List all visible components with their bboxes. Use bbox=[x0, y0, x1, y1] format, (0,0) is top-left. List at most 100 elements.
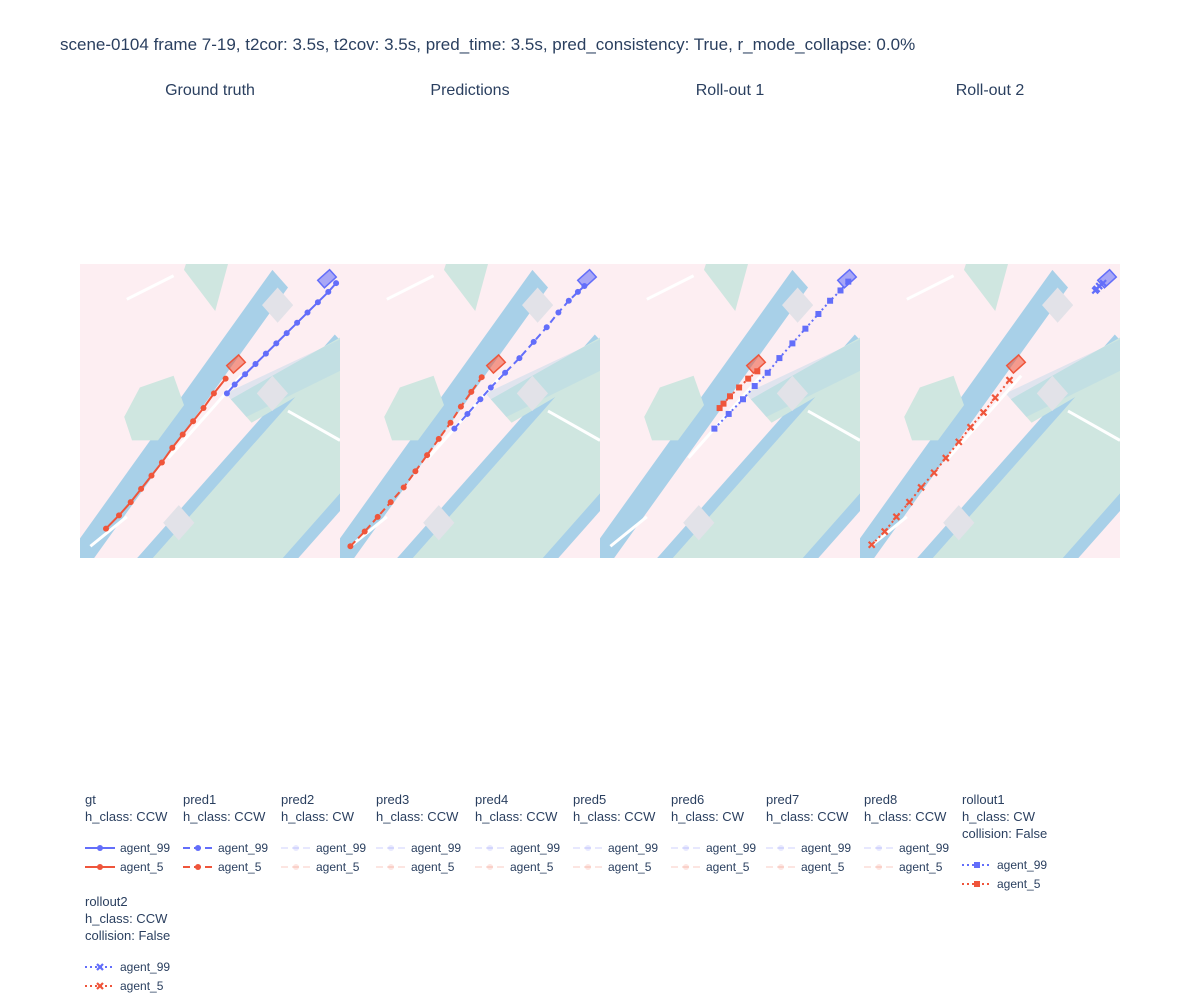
trajectory-point bbox=[283, 330, 290, 337]
series-agent-99 bbox=[223, 280, 340, 397]
trajectory-point bbox=[502, 369, 509, 376]
trajectory-point bbox=[179, 431, 186, 438]
legend-group-rollout2[interactable]: rollout2 h_class: CCW collision: False agen… bbox=[85, 894, 170, 993]
trajectory-point bbox=[991, 393, 999, 402]
legend-item-agent-5[interactable]: agent_5 bbox=[85, 860, 164, 874]
trajectory-point bbox=[252, 360, 259, 367]
legend-item-agent-5[interactable]: agent_5 bbox=[671, 860, 750, 874]
legend-item-agent-5[interactable]: agent_5 bbox=[573, 860, 652, 874]
legend-group-title: pred2 bbox=[281, 792, 314, 807]
trajectory-point bbox=[942, 454, 950, 462]
trajectory-point bbox=[127, 499, 134, 506]
figure-title: scene-0104 frame 7-19, t2cor: 3.5s, t2co… bbox=[60, 35, 915, 54]
trajectory-point bbox=[727, 393, 733, 400]
legend-group-pred6[interactable]: pred6 h_class: CW agent_99 agent_5 bbox=[671, 792, 756, 874]
legend-item-agent-99[interactable]: agent_99 bbox=[85, 960, 170, 974]
legend-item-label: agent_99 bbox=[997, 858, 1047, 872]
legend-group-pred5[interactable]: pred5 h_class: CCW agent_99 agent_5 bbox=[573, 792, 658, 874]
trajectory-point bbox=[751, 383, 758, 390]
legend-group-pred7[interactable]: pred7 h_class: CCW agent_99 agent_5 bbox=[766, 792, 851, 874]
legend-group-pred3[interactable]: pred3 h_class: CCW agent_99 agent_5 bbox=[376, 792, 461, 874]
panel-title: Roll-out 2 bbox=[956, 82, 1025, 99]
legend-item-agent-99[interactable]: agent_99 bbox=[475, 841, 560, 855]
legend-item-label: agent_99 bbox=[316, 841, 366, 855]
legend-item-agent-99[interactable]: agent_99 bbox=[766, 841, 851, 855]
legend-item-agent-99[interactable]: agent_99 bbox=[376, 841, 461, 855]
trajectory-point bbox=[325, 288, 332, 295]
legend-marker-swatch bbox=[195, 864, 201, 870]
legend-marker-swatch bbox=[97, 864, 103, 870]
legend-group-title: gt bbox=[85, 792, 96, 807]
legend-group-pred4[interactable]: pred4 h_class: CCW agent_99 agent_5 bbox=[475, 792, 560, 874]
legend-item-agent-5[interactable]: agent_5 bbox=[85, 979, 164, 993]
trajectory-point bbox=[361, 528, 368, 535]
legend-item-agent-5[interactable]: agent_5 bbox=[962, 877, 1041, 891]
legend-group-subtitle: collision: False bbox=[85, 928, 170, 943]
trajectory-point bbox=[892, 513, 901, 521]
legend-group-subtitle: h_class: CCW bbox=[475, 809, 558, 824]
trajectory-point bbox=[955, 438, 963, 446]
legend-item-agent-5[interactable]: agent_5 bbox=[183, 860, 262, 874]
legend-group-gt[interactable]: gt h_class: CCW agent_99 agent_5 bbox=[85, 792, 170, 874]
legend-marker-swatch bbox=[293, 845, 299, 851]
legend-group-pred2[interactable]: pred2 h_class: CW agent_99 agent_5 bbox=[281, 792, 366, 874]
trajectory-line bbox=[713, 280, 850, 430]
series-agent-99 bbox=[711, 278, 852, 432]
legend-group-rollout1[interactable]: rollout1 h_class: CW collision: False agent… bbox=[962, 792, 1047, 891]
series-agent-5 bbox=[347, 374, 485, 550]
trajectory-point bbox=[148, 472, 155, 479]
legend-marker-swatch bbox=[683, 845, 689, 851]
trajectory-point bbox=[736, 384, 743, 391]
trajectory-point bbox=[1005, 376, 1014, 384]
trajectory-point bbox=[273, 340, 280, 347]
legend-item-label: agent_99 bbox=[801, 841, 851, 855]
trajectory-point bbox=[424, 452, 431, 459]
trajectory-point bbox=[294, 319, 301, 326]
legend-group-title: pred5 bbox=[573, 792, 606, 807]
panel-4: Roll-out 2 bbox=[860, 82, 1120, 558]
trajectory-point bbox=[464, 410, 471, 417]
trajectory-point bbox=[387, 499, 394, 506]
legend-group-pred8[interactable]: pred8 h_class: CCW agent_99 agent_5 bbox=[864, 792, 949, 874]
trajectory-point bbox=[347, 543, 354, 550]
agent-5-box bbox=[225, 353, 247, 375]
legend-item-agent-5[interactable]: agent_5 bbox=[475, 860, 554, 874]
legend-marker-swatch bbox=[683, 864, 689, 870]
legend-item-agent-99[interactable]: agent_99 bbox=[962, 858, 1047, 872]
legend-item-label: agent_5 bbox=[120, 860, 164, 874]
legend-item-agent-99[interactable]: agent_99 bbox=[85, 841, 170, 855]
map-background bbox=[80, 264, 340, 558]
legend-item-agent-99[interactable]: agent_99 bbox=[281, 841, 366, 855]
trajectory-point bbox=[190, 418, 197, 425]
trajectory-point bbox=[905, 498, 914, 506]
trajectory-point bbox=[845, 278, 852, 285]
legend-item-agent-99[interactable]: agent_99 bbox=[183, 841, 268, 855]
legend-item-agent-99[interactable]: agent_99 bbox=[864, 841, 949, 855]
legend-item-agent-99[interactable]: agent_99 bbox=[671, 841, 756, 855]
legend-item-agent-5[interactable]: agent_5 bbox=[766, 860, 845, 874]
trajectory-point bbox=[200, 405, 207, 412]
legend-marker-swatch bbox=[585, 864, 591, 870]
legend-group-subtitle: h_class: CCW bbox=[864, 809, 947, 824]
legend-group-subtitle: h_class: CW bbox=[962, 809, 1036, 824]
trajectory-point bbox=[435, 435, 442, 442]
trajectory-point bbox=[103, 525, 109, 532]
trajectory-point bbox=[304, 309, 311, 316]
legend-item-label: agent_99 bbox=[706, 841, 756, 855]
legend-group-pred1[interactable]: pred1 h_class: CCW agent_99 agent_5 bbox=[183, 792, 268, 874]
legend-item-agent-5[interactable]: agent_5 bbox=[281, 860, 360, 874]
legend-group-title: rollout1 bbox=[962, 792, 1005, 807]
legend-item-agent-99[interactable]: agent_99 bbox=[573, 841, 658, 855]
trajectory-point bbox=[555, 309, 562, 316]
legend-group-title: rollout2 bbox=[85, 894, 128, 909]
trajectory-point bbox=[457, 403, 464, 410]
legend-marker-swatch bbox=[876, 845, 882, 851]
trajectory-point bbox=[116, 512, 122, 519]
trajectory-point bbox=[262, 350, 269, 357]
legend[interactable]: gt h_class: CCW agent_99 agent_5 pred1 h_clas… bbox=[85, 792, 1047, 993]
legend-item-agent-5[interactable]: agent_5 bbox=[864, 860, 943, 874]
trajectory-point bbox=[374, 513, 381, 520]
legend-item-agent-5[interactable]: agent_5 bbox=[376, 860, 455, 874]
legend-item-label: agent_99 bbox=[411, 841, 461, 855]
trajectory-point bbox=[802, 325, 809, 332]
